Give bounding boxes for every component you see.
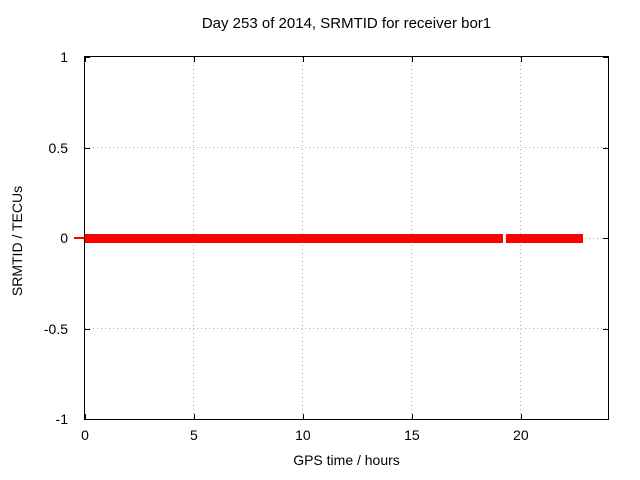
chart-title: Day 253 of 2014, SRMTID for receiver bor… <box>201 15 492 32</box>
horizontal-gridline <box>85 147 608 148</box>
x-tick-label: 10 <box>295 427 311 443</box>
y-tick-mark-right <box>603 57 608 58</box>
y-tick-mark <box>85 328 90 330</box>
x-tick-label: 0 <box>81 427 89 443</box>
horizontal-gridline <box>85 328 608 329</box>
y-tick-label: -0.5 <box>43 320 68 337</box>
x-tick-mark-top <box>520 57 522 62</box>
x-tick-mark <box>85 414 86 419</box>
x-tick-mark <box>520 414 522 419</box>
y-tick-mark <box>85 419 90 420</box>
y-tick-label: -1 <box>55 411 68 427</box>
y-tick-label: 0.5 <box>48 139 68 156</box>
y-tick-mark-right <box>603 419 608 420</box>
x-tick-mark-top <box>85 57 86 62</box>
x-tick-mark-top <box>411 57 413 62</box>
x-tick-label: 5 <box>190 427 198 443</box>
x-tick-mark <box>193 414 195 419</box>
plot-area <box>84 56 609 420</box>
y-tick-label: 0 <box>60 230 68 246</box>
series-line-segment <box>85 234 503 243</box>
x-tick-label: 15 <box>404 427 420 443</box>
x-tick-label: 20 <box>513 427 529 443</box>
y-tick-mark <box>85 147 90 149</box>
y-tick-mark <box>85 57 90 58</box>
x-tick-mark-top <box>193 57 195 62</box>
x-tick-mark <box>302 414 304 419</box>
x-tick-mark-top <box>302 57 304 62</box>
y-tick-mark-right <box>603 238 608 239</box>
y-tick-mark-right <box>603 147 608 149</box>
y-tick-label: 1 <box>60 49 68 65</box>
series-line-segment <box>505 234 584 243</box>
x-axis-label: GPS time / hours <box>293 452 400 468</box>
x-tick-mark <box>411 414 413 419</box>
series-zero-outer-dash <box>74 237 84 239</box>
y-tick-mark-right <box>603 328 608 330</box>
